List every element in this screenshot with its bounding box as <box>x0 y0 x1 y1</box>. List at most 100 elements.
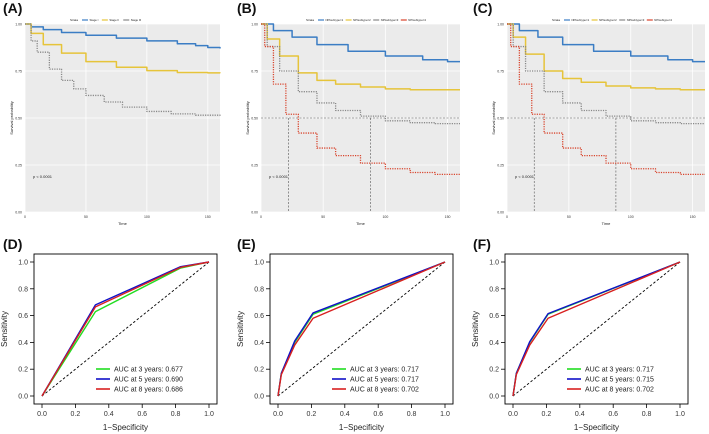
y-tick-label: 0.75 <box>497 70 504 74</box>
x-tick-label: 50 <box>84 215 88 219</box>
x-tick-label: 0.6 <box>608 411 618 418</box>
x-tick-label: 0.6 <box>137 411 147 418</box>
p-value-annotation: p < 0.0001 <box>33 174 53 179</box>
chart-panels: 0.000.250.500.751.000 50 100 150TimeSurviva… <box>0 18 705 432</box>
roc-panel-4: 0.0 0.2 0.4 0.6 0.8 1.0 0.0 0.2 0.4 0.6 0.8 1.0 1−Sp… <box>0 253 218 432</box>
y-tick-label: 0.75 <box>251 70 258 74</box>
legend-entry: AUC at 3 years: 0.717 <box>350 367 419 374</box>
y-axis-title: Sensitivity <box>236 311 245 347</box>
legend-entry: AUC at 3 years: 0.717 <box>585 367 654 374</box>
x-tick-label: 0.4 <box>104 411 114 418</box>
panel-label-c: (C) <box>473 0 492 16</box>
p-value-annotation: p < 0.0001 <box>269 174 289 179</box>
y-tick-label: 0.50 <box>15 117 22 121</box>
y-tick-label: 1.0 <box>489 260 499 267</box>
legend-entry: AUC at 8 years: 0.686 <box>114 387 183 394</box>
survival-curve-3 <box>507 23 705 125</box>
legend-title: Strata <box>552 18 560 22</box>
x-axis-title: 1−Specificity <box>574 423 619 432</box>
x-tick-label: 0.8 <box>642 411 652 418</box>
y-tick-label: 0.4 <box>254 340 264 347</box>
y-tick-label: 0.25 <box>15 164 22 168</box>
y-tick-label: 0.6 <box>254 313 264 320</box>
y-tick-label: 0.00 <box>497 211 504 215</box>
y-tick-label: 0.2 <box>254 367 264 374</box>
y-tick-label: 1.0 <box>18 260 28 267</box>
plot-frame <box>269 253 454 405</box>
y-tick-label: 0.25 <box>497 164 504 168</box>
y-tick-label: 0.4 <box>18 340 28 347</box>
legend-entry: NPIsubtype=2 <box>599 18 617 22</box>
y-tick-label: 0.8 <box>254 286 264 293</box>
x-axis-title: Time <box>356 221 366 226</box>
x-tick-label: 0.4 <box>340 411 350 418</box>
x-tick-label: 50 <box>321 215 325 219</box>
x-tick-label: 0 <box>260 215 262 219</box>
panel-label-e: (E) <box>237 236 256 252</box>
y-tick-label: 0.4 <box>489 340 499 347</box>
roc-curve-3 <box>277 261 446 397</box>
x-tick-label: 0.6 <box>373 411 383 418</box>
x-tick-label: 0.2 <box>307 411 317 418</box>
y-tick-label: 0.50 <box>251 117 258 121</box>
legend-title: Strata <box>70 18 78 22</box>
panel-label-a: (A) <box>3 0 22 16</box>
y-axis-title: Survival probability <box>9 101 14 135</box>
y-tick-label: 0.25 <box>251 164 258 168</box>
plot-frame <box>33 253 218 405</box>
x-tick-label: 50 <box>567 215 571 219</box>
panel-label-d: (D) <box>3 236 22 252</box>
x-tick-label: 0.4 <box>575 411 585 418</box>
y-tick-label: 0.6 <box>18 313 28 320</box>
x-tick-label: 0 <box>24 215 26 219</box>
y-tick-label: 0.00 <box>15 211 22 215</box>
x-tick-label: 150 <box>690 215 696 219</box>
y-tick-label: 0.50 <box>497 117 504 121</box>
y-tick-label: 1.00 <box>251 23 258 27</box>
x-tick-label: 100 <box>382 215 388 219</box>
legend-entry: AUC at 8 years: 0.702 <box>585 387 654 394</box>
survival-curve-4 <box>261 23 460 176</box>
survival-curve-4 <box>507 23 705 176</box>
panel-label-f: (F) <box>473 236 491 252</box>
survival-curve-2 <box>507 23 705 91</box>
roc-curve-3 <box>512 261 681 397</box>
survival-curve-3 <box>25 23 221 116</box>
legend-entry: AUC at 8 years: 0.702 <box>350 387 419 394</box>
x-axis-title: Time <box>602 221 612 226</box>
x-tick-label: 0.0 <box>37 411 47 418</box>
x-tick-label: 150 <box>205 215 211 219</box>
y-axis-title: Survival probability <box>245 101 250 135</box>
p-value-annotation: p < 0.0001 <box>515 174 535 179</box>
legend-title: Strata <box>306 18 314 22</box>
km-panel-2: 0.00 0.25 0.50 0.75 1.00 0 50 100 150 Time Surviva… <box>245 18 460 226</box>
legend-entry: AUC at 3 years: 0.677 <box>114 367 183 374</box>
x-tick-label: 0 <box>506 215 508 219</box>
y-tick-label: 0.6 <box>489 313 499 320</box>
legend-entry: Stage II <box>109 18 119 22</box>
legend-entry: AUC at 5 years: 0.717 <box>350 377 419 384</box>
y-tick-label: 0.2 <box>489 367 499 374</box>
y-tick-label: 1.00 <box>15 23 22 27</box>
y-tick-label: 0.75 <box>15 70 22 74</box>
survival-curve-1 <box>25 23 221 49</box>
y-axis-title: Sensitivity <box>471 311 480 347</box>
y-tick-label: 0.8 <box>18 286 28 293</box>
y-tick-label: 0.00 <box>251 211 258 215</box>
legend-entry: AUC at 5 years: 0.715 <box>585 377 654 384</box>
survival-curve-2 <box>25 23 221 74</box>
y-tick-label: 0.0 <box>18 394 28 401</box>
survival-curve-1 <box>261 23 460 63</box>
x-tick-label: 1.0 <box>440 411 450 418</box>
roc-panel-6: 0.0 0.2 0.4 0.6 0.8 1.0 0.0 0.2 0.4 0.6 0.8 1.0 1−Sp… <box>471 253 689 432</box>
survival-curve-2 <box>261 23 460 91</box>
x-tick-label: 0.2 <box>71 411 81 418</box>
x-axis-title: Time <box>118 221 128 226</box>
legend-entry: NPIsubtype=1 <box>572 18 590 22</box>
x-tick-label: 100 <box>628 215 634 219</box>
km-panel-3: 0.00 0.25 0.50 0.75 1.00 0 50 100 150 Time Surviva… <box>491 18 705 226</box>
y-tick-label: 0.8 <box>489 286 499 293</box>
x-tick-label: 100 <box>144 215 150 219</box>
y-axis-title: Survival probability <box>491 101 496 135</box>
legend-entry: NPIsubtype=4 <box>654 18 672 22</box>
